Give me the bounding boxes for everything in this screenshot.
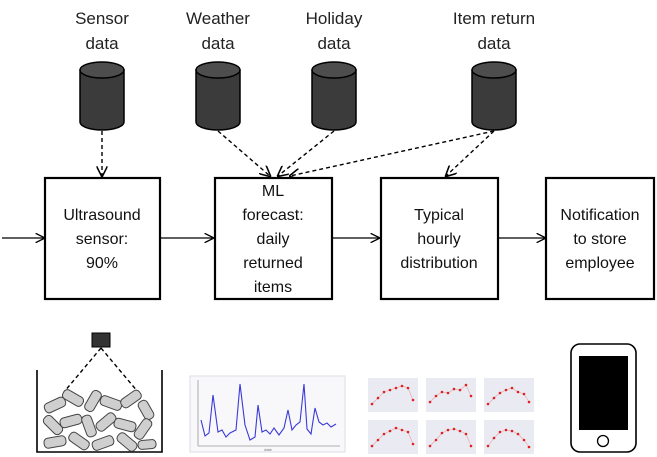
notification-box <box>544 176 656 301</box>
ml-forecast-box <box>213 176 334 301</box>
holiday-database-icon <box>311 61 357 131</box>
notification-box-line3: employee <box>565 255 634 272</box>
hourly-box-line1: Typical <box>414 207 464 224</box>
ml-box-line1: ML <box>262 183 284 200</box>
weather-data-label-line2: data <box>201 34 235 53</box>
ml-box-line2: forecast: <box>242 207 303 224</box>
sensor-database-icon <box>79 61 125 131</box>
hourly-box-line3: distribution <box>400 255 477 272</box>
hourly-distribution-box <box>379 176 500 301</box>
svg-text:date: date <box>264 447 273 452</box>
ultrasound-box-line1: Ultrasound <box>63 207 140 224</box>
sensor-data-label-line1: Sensor <box>75 9 129 28</box>
ultrasound-sensor-box <box>43 176 162 301</box>
holiday-to-ml-connector <box>278 130 335 176</box>
ml-box-line3: daily <box>257 231 290 248</box>
item-return-to-hourly-connector <box>446 130 495 176</box>
item-return-data-label-line2: data <box>477 34 511 53</box>
ml-box-line5: items <box>254 279 292 296</box>
item-return-data-label-line1: Item return <box>453 9 535 28</box>
line-chart-icon: date <box>189 375 346 453</box>
ml-box-line4: returned <box>243 255 303 272</box>
holiday-data-label-line2: data <box>317 34 351 53</box>
item-return-database-icon <box>471 61 517 131</box>
smartphone-icon <box>570 343 637 453</box>
item-return-to-ml-connector <box>290 130 495 176</box>
small-multiples-chart-icon <box>368 378 534 454</box>
notification-box-line2: to store <box>573 231 626 248</box>
weather-database-icon <box>195 61 241 131</box>
weather-to-ml-connector <box>217 130 270 176</box>
holiday-data-label-line1: Holiday <box>306 9 363 28</box>
weather-data-label-line1: Weather <box>186 9 250 28</box>
ultrasound-box-line3: 90% <box>86 255 118 272</box>
ultrasound-box-line2: sensor: <box>76 231 128 248</box>
sensor-data-label-line2: data <box>85 34 119 53</box>
hourly-box-line2: hourly <box>417 231 461 248</box>
notification-box-line1: Notification <box>560 207 639 224</box>
ultrasound-sensor-bin-icon <box>36 332 163 453</box>
